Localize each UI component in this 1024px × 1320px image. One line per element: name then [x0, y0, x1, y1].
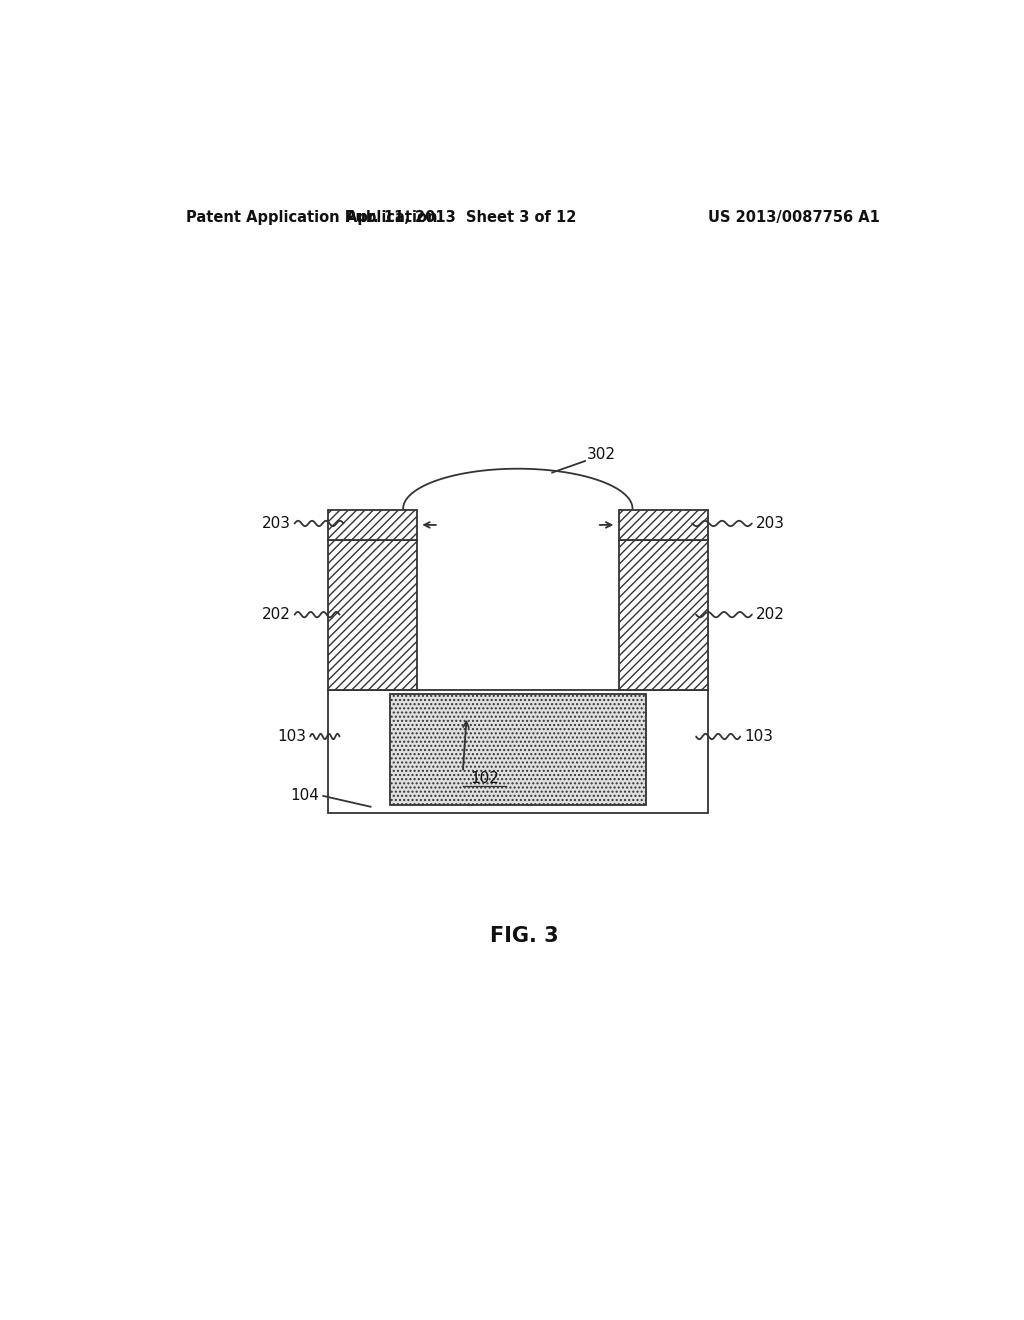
Text: FIG. 3: FIG. 3	[490, 927, 559, 946]
Text: 203: 203	[262, 516, 291, 531]
Bar	[328, 511, 417, 540]
Text: Apr. 11, 2013  Sheet 3 of 12: Apr. 11, 2013 Sheet 3 of 12	[346, 210, 577, 226]
Text: 103: 103	[744, 729, 773, 744]
Bar	[618, 511, 708, 540]
Text: 104: 104	[291, 788, 319, 804]
Bar	[328, 540, 417, 689]
Text: 102: 102	[470, 771, 499, 785]
Bar	[328, 689, 708, 813]
Text: Patent Application Publication: Patent Application Publication	[186, 210, 437, 226]
Text: 202: 202	[262, 607, 291, 622]
Text: 103: 103	[278, 729, 306, 744]
Bar	[390, 693, 646, 805]
Text: US 2013/0087756 A1: US 2013/0087756 A1	[708, 210, 880, 226]
Text: 202: 202	[756, 607, 784, 622]
Bar	[618, 540, 708, 689]
Text: 203: 203	[756, 516, 784, 531]
Text: 302: 302	[587, 447, 615, 462]
